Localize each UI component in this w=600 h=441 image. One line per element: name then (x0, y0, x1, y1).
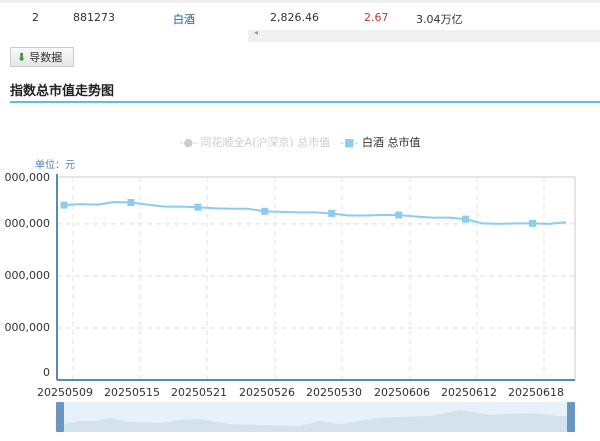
legend-label: 同花顺全A(沪深京) 总市值 (200, 136, 331, 149)
chart-legend: -●- 同花顺全A(沪深京) 总市值 -■- 白酒 总市值 (0, 134, 600, 150)
navigator-series (64, 410, 570, 432)
series-line (63, 200, 567, 225)
rank-cell: 2 (32, 11, 39, 24)
x-tick-label: 20250526 (239, 386, 295, 399)
data-point (529, 219, 537, 227)
y-tick-label: 000,000 (4, 321, 51, 334)
data-point (395, 211, 403, 219)
unit-label: 单位：元 (35, 160, 75, 171)
plot-border (56, 176, 576, 381)
x-tick-label: 20250612 (441, 386, 497, 399)
y-tick-label: 000,000 (4, 217, 51, 230)
data-point (261, 207, 269, 215)
y-tick-label: 0 (43, 366, 50, 379)
name-link[interactable]: 白酒 (173, 13, 195, 26)
y-tick-label: 000,000 (4, 171, 51, 184)
table-row: 2 881273 白酒 2,826.46 2.67 3.04万亿 (0, 0, 600, 33)
section-title: 指数总市值走势图 (10, 84, 115, 99)
horizontal-scrollbar[interactable]: ◂ (248, 28, 600, 42)
section-divider (10, 101, 600, 103)
legend-label: 白酒 总市值 (362, 136, 421, 149)
legend-item-baijiu[interactable]: -■- 白酒 总市值 (340, 134, 420, 150)
x-tick-label: 20250509 (37, 386, 93, 399)
scroll-left-icon[interactable]: ◂ (254, 28, 259, 37)
x-tick-label: 20250521 (171, 386, 227, 399)
data-point (194, 203, 202, 211)
download-icon: ⬇ (17, 50, 27, 64)
export-data-button[interactable]: ⬇ 导数据 (10, 47, 74, 67)
square-marker-icon: -■- (340, 136, 359, 149)
code-cell: 881273 (73, 11, 115, 24)
circle-marker-icon: -●- (179, 136, 198, 149)
data-point (462, 215, 470, 223)
navigator-right-handle (567, 402, 575, 432)
export-label: 导数据 (29, 51, 63, 64)
data-point (60, 201, 68, 209)
x-tick-label: 20250606 (374, 386, 430, 399)
price-cell: 2,826.46 (270, 11, 319, 24)
legend-item-all-a[interactable]: -●- 同花顺全A(沪深京) 总市值 (180, 134, 331, 150)
navigator-left-handle (56, 402, 64, 432)
market-cap-cell: 3.04万亿 (416, 13, 463, 26)
x-tick-label: 20250530 (306, 386, 362, 399)
data-point (127, 199, 135, 207)
change-cell: 2.67 (364, 11, 389, 24)
x-tick-label: 20250618 (508, 386, 564, 399)
data-point (328, 209, 336, 217)
y-tick-label: 000,000 (4, 269, 51, 282)
x-tick-label: 20250515 (104, 386, 160, 399)
